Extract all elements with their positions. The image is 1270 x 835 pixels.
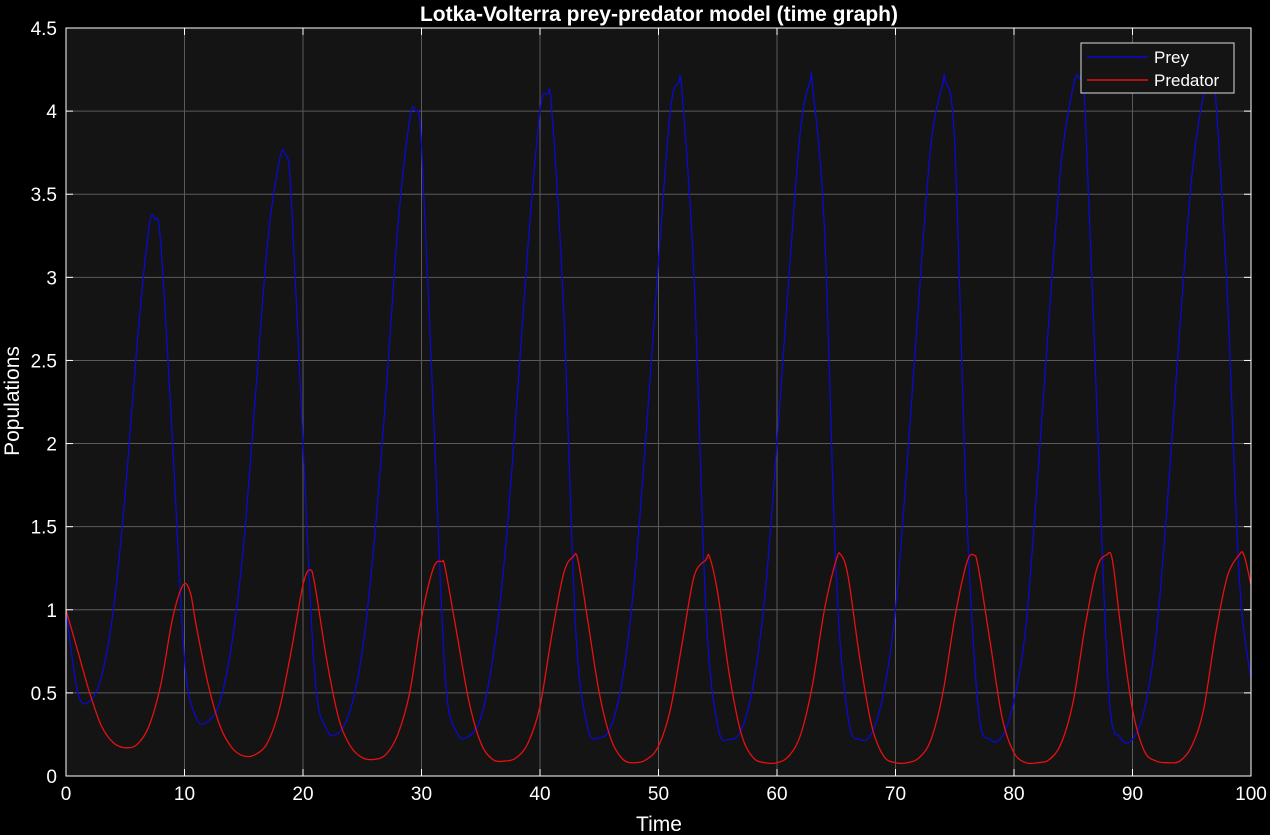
x-tick-label: 70 <box>885 784 906 805</box>
x-tick-label: 20 <box>292 784 313 805</box>
y-tick-label: 3 <box>46 268 57 289</box>
x-tick-label: 10 <box>174 784 195 805</box>
y-tick-label: 2 <box>46 435 57 456</box>
x-tick-label: 50 <box>648 784 669 805</box>
legend-label-predator: Predator <box>1154 71 1220 90</box>
y-tick-labels: 0 0.5 1 1.5 2 2.5 3 3.5 4 4.5 <box>31 19 58 788</box>
x-tick-label: 30 <box>411 784 432 805</box>
x-tick-labels: 0 10 20 30 40 50 60 70 80 90 100 <box>61 784 1267 805</box>
y-tick-label: 0 <box>46 767 57 788</box>
y-tick-label: 2.5 <box>31 351 57 372</box>
y-tick-label: 1 <box>46 601 57 622</box>
x-tick-label: 40 <box>529 784 550 805</box>
x-tick-label: 0 <box>61 784 72 805</box>
series-line-predator <box>65 551 1252 765</box>
legend-label-prey: Prey <box>1154 48 1189 67</box>
ticks <box>65 27 1252 777</box>
y-tick-label: 1.5 <box>31 518 57 539</box>
y-tick-label: 3.5 <box>31 185 57 206</box>
series-lines <box>65 71 1252 765</box>
x-tick-label: 80 <box>1003 784 1024 805</box>
series-line-prey <box>65 71 1252 744</box>
legend-box <box>1080 42 1235 94</box>
x-tick-label: 100 <box>1235 784 1267 805</box>
x-axis-label: Time <box>636 813 682 835</box>
x-tick-label: 90 <box>1122 784 1143 805</box>
y-tick-label: 4 <box>46 102 57 123</box>
y-axis-label: Populations <box>1 346 24 456</box>
legend[interactable]: Prey Predator <box>1080 42 1235 94</box>
y-tick-label: 0.5 <box>31 684 57 705</box>
x-tick-label: 60 <box>766 784 787 805</box>
y-tick-label: 4.5 <box>31 19 57 40</box>
chart-title: Lotka-Volterra prey-predator model (time… <box>420 3 898 26</box>
